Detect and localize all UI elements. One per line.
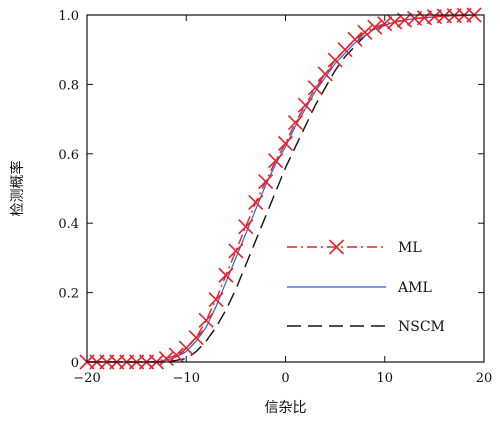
data-point-ml bbox=[268, 153, 284, 169]
x-axis-title: 信杂比 bbox=[265, 400, 307, 416]
data-point-ml bbox=[208, 291, 224, 308]
y-tick-label: 0.4 bbox=[58, 217, 79, 232]
axes: −20 −10 0 10 20 0 0.2 0.4 0.6 0.8 1.0 bbox=[58, 9, 492, 386]
y-tick-label: 0 bbox=[71, 356, 79, 371]
data-point-ml bbox=[218, 267, 234, 283]
x-tick-label: 10 bbox=[376, 371, 393, 386]
data-point-ml bbox=[307, 80, 323, 96]
data-point-ml bbox=[297, 97, 313, 113]
plot-area bbox=[79, 7, 482, 370]
data-point-ml bbox=[238, 219, 254, 235]
series-line-ml bbox=[87, 14, 475, 363]
plot-frame bbox=[86, 14, 485, 363]
legend-label-nscm: NSCM bbox=[398, 319, 445, 335]
y-tick-label: 1.0 bbox=[58, 9, 79, 24]
data-point-ml bbox=[357, 24, 373, 40]
y-tick-label: 0.2 bbox=[58, 287, 79, 302]
data-point-ml bbox=[248, 194, 264, 210]
data-point-ml bbox=[317, 66, 333, 82]
data-point-ml bbox=[158, 350, 174, 367]
data-point-ml bbox=[228, 243, 244, 259]
data-point-ml bbox=[188, 330, 204, 346]
data-point-ml bbox=[367, 19, 383, 35]
y-tick-label: 0.6 bbox=[58, 148, 79, 163]
data-point-ml bbox=[377, 16, 393, 32]
data-point-ml bbox=[287, 115, 303, 131]
legend-label-ml: ML bbox=[398, 240, 422, 256]
x-tick-label: 0 bbox=[281, 371, 289, 386]
data-point-ml bbox=[387, 14, 403, 30]
legend-label-aml: AML bbox=[397, 280, 432, 296]
legend-marker-ml bbox=[328, 239, 345, 255]
series-line-aml bbox=[87, 14, 475, 363]
data-point-ml bbox=[168, 347, 184, 363]
legend: ML AML NSCM bbox=[287, 239, 445, 335]
x-tick-label: 20 bbox=[476, 371, 493, 386]
data-point-ml bbox=[277, 135, 294, 151]
x-tick-label: −20 bbox=[73, 371, 100, 386]
y-axis-title: 检测概率 bbox=[9, 161, 26, 217]
data-point-ml bbox=[198, 312, 214, 328]
x-tick-label: −10 bbox=[173, 371, 200, 386]
data-point-ml bbox=[347, 31, 363, 47]
y-tick-label: 0.8 bbox=[58, 78, 79, 93]
series-line-nscm bbox=[87, 14, 475, 363]
data-point-ml bbox=[258, 173, 274, 190]
